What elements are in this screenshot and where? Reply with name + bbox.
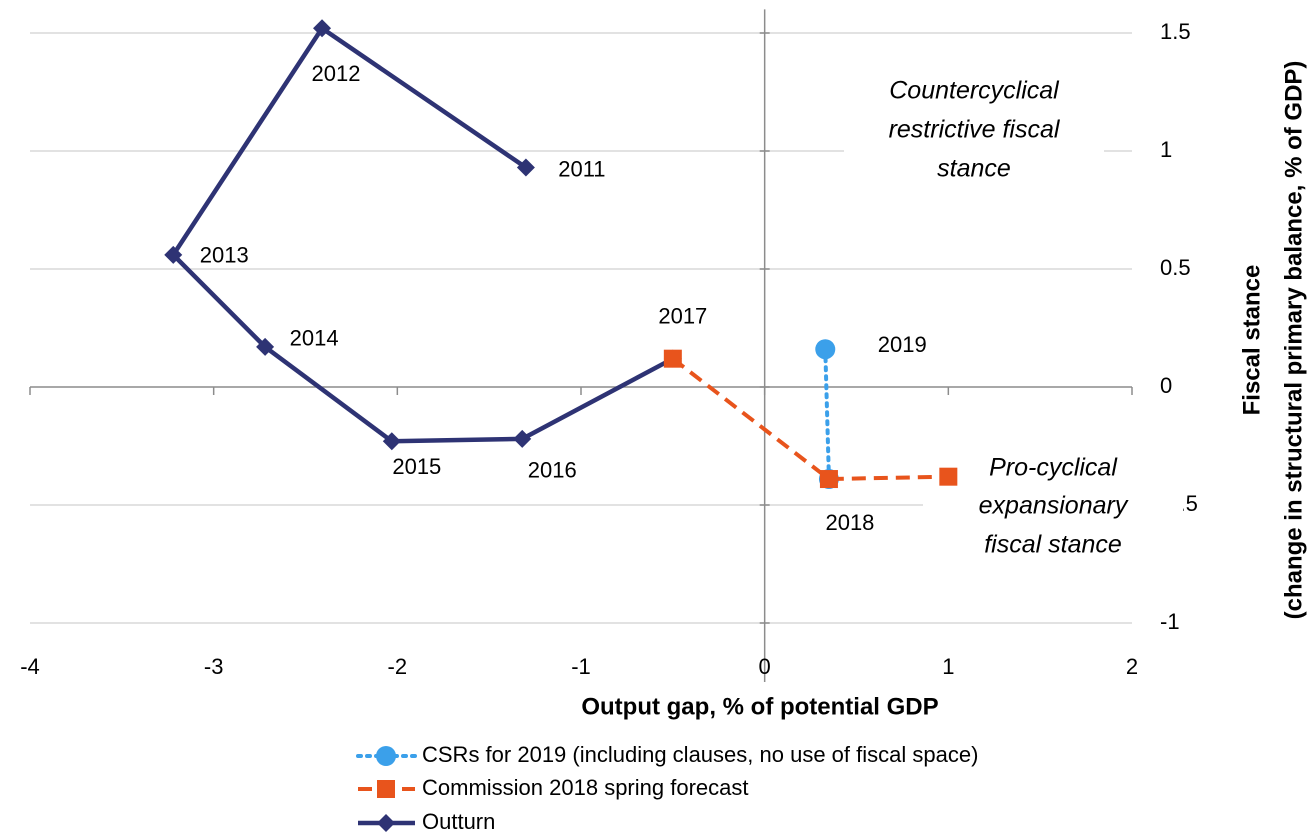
marker	[663, 349, 682, 368]
point-label: 2017	[658, 303, 707, 328]
x-tick-label: -3	[204, 654, 224, 679]
x-tick-label: -1	[571, 654, 591, 679]
marker	[256, 337, 275, 356]
annotation: stance	[937, 155, 1011, 183]
marker	[516, 158, 535, 177]
legend-marker	[377, 780, 395, 798]
y-axis-title: (change in structural primary balance, %…	[1280, 61, 1307, 620]
legend-marker	[376, 746, 396, 766]
annotation-bg	[844, 72, 1104, 190]
x-tick-label: 2	[1126, 654, 1138, 679]
annotation: fiscal stance	[984, 531, 1122, 559]
annotation: Countercyclical	[889, 77, 1060, 105]
x-tick-label: -2	[388, 654, 408, 679]
point-label: 2015	[392, 454, 441, 479]
marker	[164, 245, 183, 264]
y-tick-label: 1	[1160, 137, 1172, 162]
point-label: 2018	[825, 510, 874, 535]
marker	[513, 429, 532, 448]
y-tick-label: 1.5	[1160, 19, 1191, 44]
point-label: 2016	[528, 458, 577, 483]
marker	[313, 19, 332, 38]
x-tick-label: 0	[759, 654, 771, 679]
annotation: expansionary	[979, 492, 1129, 520]
legend-marker	[377, 814, 395, 832]
x-axis-title: Output gap, % of potential GDP	[581, 693, 938, 720]
point-label: 2014	[290, 326, 339, 351]
series	[663, 349, 958, 489]
point-label: 2013	[200, 243, 249, 268]
marker	[939, 467, 958, 486]
marker	[815, 339, 836, 360]
series-line	[823, 347, 831, 482]
x-tick-label: 1	[942, 654, 954, 679]
series-line	[170, 25, 674, 444]
y-tick-label: 0	[1160, 373, 1172, 398]
y-tick-label: -1	[1160, 609, 1180, 634]
legend-label: CSRs for 2019 (including clauses, no use…	[422, 742, 978, 767]
y-tick-label: 0.5	[1160, 255, 1191, 280]
marker	[382, 432, 401, 451]
legend-label: Commission 2018 spring forecast	[422, 775, 748, 800]
series-line	[671, 357, 949, 482]
annotation: restrictive fiscal	[889, 116, 1061, 144]
series	[815, 339, 839, 490]
marker	[819, 470, 838, 489]
y-axis-title: Fiscal stance	[1238, 265, 1265, 416]
x-tick-label: -4	[20, 654, 40, 679]
legend-label: Outturn	[422, 809, 495, 834]
annotation-bg	[923, 449, 1183, 566]
series	[164, 19, 682, 451]
point-label: 2012	[312, 61, 361, 86]
annotation: Pro-cyclical	[989, 454, 1118, 482]
point-label: 2019	[878, 332, 927, 357]
point-label: 2011	[558, 156, 605, 181]
